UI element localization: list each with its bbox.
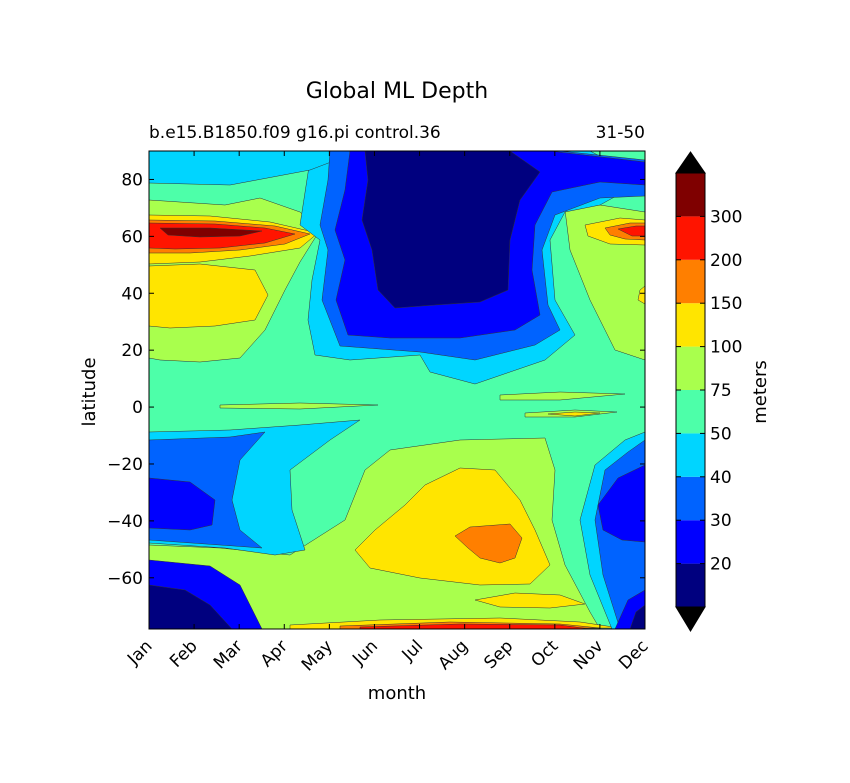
colorbar-tick-label: 40 (710, 468, 732, 488)
colorbar-segment (676, 563, 705, 607)
colorbar-segment (676, 520, 705, 564)
contour-antarctic-under-20 (149, 584, 233, 629)
x-tick-label: Feb (166, 636, 201, 671)
contour-ne2-100-150 (637, 285, 645, 305)
x-tick-label: May (298, 636, 337, 675)
contour-sh2-100-150 (474, 592, 586, 609)
contour-nh-subtrop-100-150 (149, 263, 269, 329)
y-tick-label: 20 (121, 341, 143, 361)
contour-se-20-30 (597, 464, 645, 543)
x-tick-label: Jun (348, 636, 382, 670)
x-tick-label: Oct (527, 636, 562, 671)
colorbar-tick-label: 200 (710, 251, 742, 271)
x-tick-label: Aug (435, 636, 473, 674)
colorbar-segment (676, 173, 705, 217)
contour-field (149, 151, 645, 629)
colorbar-tick-label: 100 (710, 338, 742, 358)
colorbar-segment (676, 346, 705, 390)
contour-eq-100-150 (547, 411, 601, 417)
x-tick-label: Dec (615, 636, 652, 673)
contour-sh-150-200 (454, 523, 523, 564)
contour-nh-under-20 (361, 151, 541, 309)
chart-subtitle-left: b.e15.B1850.f09 g16.pi control.36 (149, 123, 441, 143)
y-tick-label: 40 (121, 284, 143, 304)
x-axis-label: month (368, 683, 426, 704)
chart-title: Global ML Depth (306, 79, 488, 104)
x-tick-label: Apr (257, 636, 292, 671)
contour-eq-75-100 (219, 402, 379, 410)
colorbar-segment (676, 259, 705, 304)
colorbar-segment (676, 476, 705, 521)
colorbar-tick-label: 50 (710, 424, 732, 444)
colorbar-tick-label: 300 (710, 207, 742, 227)
colorbar: 20 30 40 50 75 100 150 200 300 (675, 151, 742, 632)
contour-ne-200-300 (617, 225, 645, 237)
colorbar-tick-label: 30 (710, 511, 732, 531)
colorbar-label: meters (750, 360, 771, 424)
x-tick-label: Jan (123, 636, 156, 669)
y-tick-label: −40 (107, 512, 143, 532)
colorbar-segment (676, 390, 705, 434)
x-tick-label: Mar (210, 636, 247, 673)
x-tick-label: Jul (398, 636, 427, 665)
colorbar-segment (676, 433, 705, 477)
colorbar-tick-label: 150 (710, 294, 742, 314)
y-tick-label: 0 (132, 398, 143, 418)
colorbar-segment (676, 303, 705, 347)
contour-se-under-20 (629, 604, 645, 629)
contour-nh-300-plus (159, 227, 263, 238)
colorbar-tick-label: 75 (710, 381, 732, 401)
y-tick-label: 80 (121, 170, 143, 190)
contour-eq2-75-100 (499, 391, 626, 401)
colorbar-under-arrow (675, 606, 706, 632)
colorbar-over-arrow (675, 151, 706, 174)
y-tick-label: −20 (107, 455, 143, 475)
colorbar-segment (676, 216, 705, 260)
y-tick-label: −60 (107, 569, 143, 589)
colorbar-tick-label: 20 (710, 555, 732, 575)
plot-frame (148, 150, 646, 630)
contour-arctic-40-50 (149, 151, 361, 186)
contour-sh-20-30 (149, 477, 216, 531)
chart-subtitle-right: 31-50 (596, 123, 645, 143)
x-tick-label: Sep (480, 636, 517, 673)
y-axis-label: latitude (79, 357, 100, 426)
y-tick-label: 60 (121, 227, 143, 247)
x-tick-label: Nov (570, 636, 608, 674)
